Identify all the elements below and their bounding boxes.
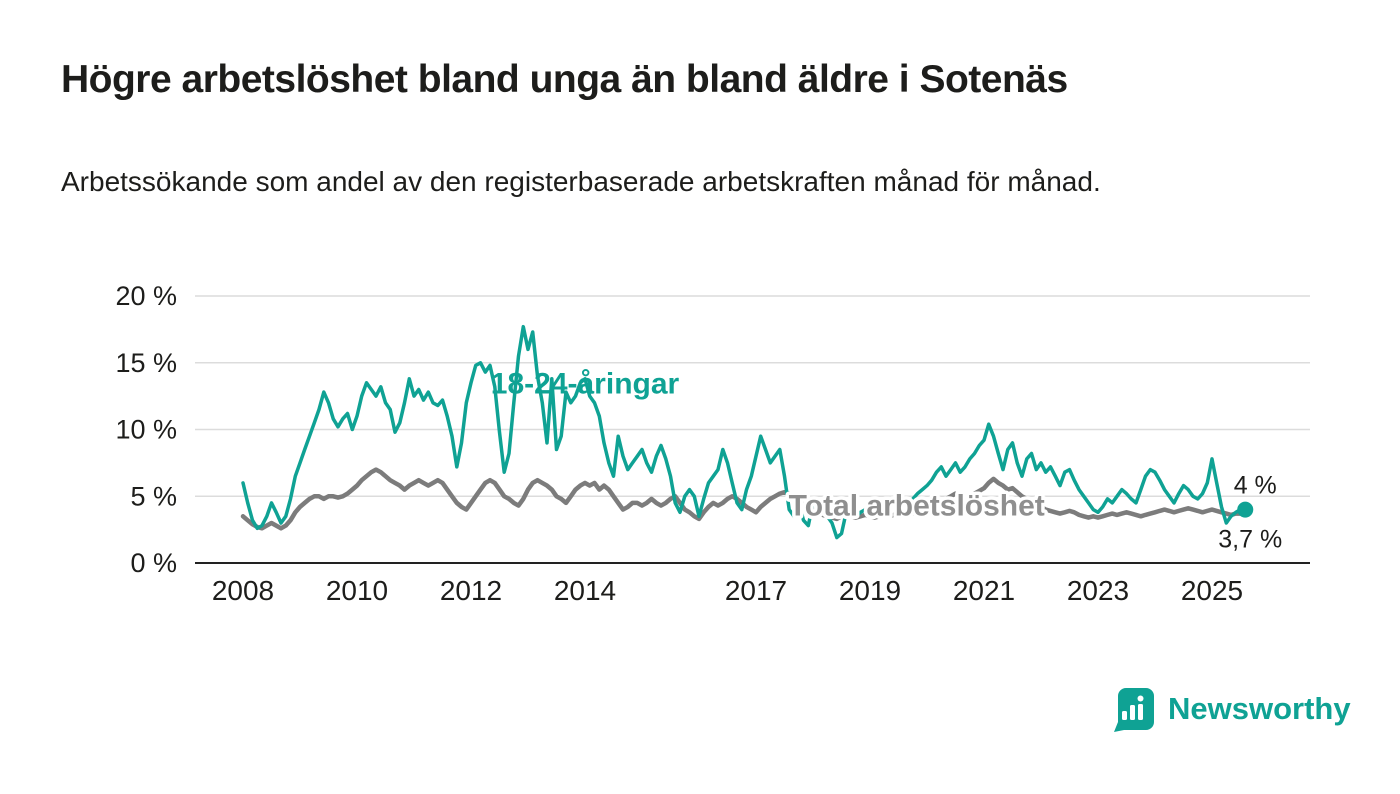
y-tick-label: 0 % (130, 548, 177, 578)
x-tick-label: 2014 (554, 575, 616, 606)
x-tick-label: 2012 (440, 575, 502, 606)
chart-title: Högre arbetslöshet bland unga än bland ä… (61, 58, 1068, 101)
x-tick-label: 2025 (1181, 575, 1243, 606)
newsworthy-logo-icon (1114, 688, 1154, 732)
x-tick-label: 2023 (1067, 575, 1129, 606)
y-tick-label: 20 % (115, 281, 177, 311)
y-tick-label: 5 % (130, 481, 177, 511)
series-label-youth: 18-24-åringar (491, 367, 680, 400)
end-label-total: 3,7 % (1218, 526, 1282, 554)
series-line-total (240, 467, 1248, 531)
y-tick-label: 15 % (115, 348, 177, 378)
series-label-total: Total arbetslöshet (789, 490, 1045, 523)
x-tick-label: 2019 (839, 575, 901, 606)
end-label-youth: 4 % (1234, 472, 1277, 500)
series-end-dot (1237, 501, 1254, 518)
x-tick-label: 2021 (953, 575, 1015, 606)
chart-subtitle: Arbetssökande som andel av den registerb… (61, 166, 1101, 197)
y-tick-label: 10 % (115, 415, 177, 445)
newsworthy-brand-text: Newsworthy (1168, 691, 1351, 726)
x-tick-label: 2010 (326, 575, 388, 606)
newsworthy-logo: Newsworthy (1110, 686, 1351, 732)
x-tick-label: 2017 (725, 575, 787, 606)
x-tick-label: 2008 (212, 575, 274, 606)
series-line-youth (241, 324, 1247, 540)
